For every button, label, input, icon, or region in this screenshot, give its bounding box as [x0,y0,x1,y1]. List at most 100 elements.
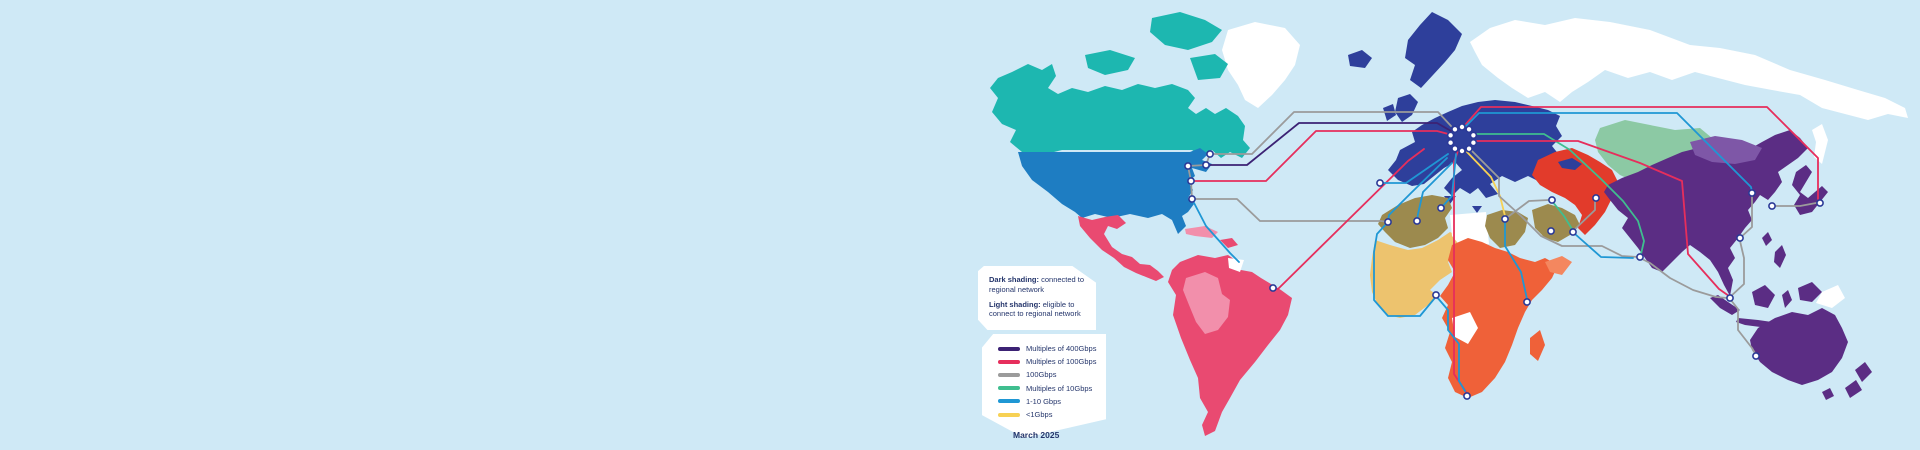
region-sulawesi [1782,290,1792,308]
network-link [1190,130,1453,182]
region-greenland [1222,22,1300,108]
legend-swatch [998,346,1020,351]
region-mexico-central-america [1078,215,1164,281]
legend-swatch [998,399,1020,404]
region-south-america-interior [1183,272,1230,334]
network-link [1729,240,1745,298]
region-horn-of-africa [1545,256,1572,275]
network-link [1473,133,1645,255]
light-shading-note: Light shading: eligible to connect to re… [989,300,1088,320]
legend-item: <1Gbps [998,408,1100,421]
legend-label: 100Gbps [1026,370,1057,380]
region-egypt [1485,210,1528,248]
region-sakhalin [1812,124,1828,164]
legend-swatch [998,386,1020,391]
region-arctic-island-3 [1190,54,1228,80]
region-japan [1792,165,1828,215]
dark-shading-text: connected to regional network [989,275,1085,294]
network-node [1748,189,1756,197]
region-arctic-island-1 [1150,12,1222,50]
network-nodes [1184,123,1824,400]
region-africa-east-south [1440,238,1558,398]
region-usa [1018,148,1212,234]
light-shading-term: Light shading: [989,299,1041,309]
legend-swatch-line [998,412,1020,417]
dark-shading-term: Dark shading: [989,275,1040,284]
network-link [1729,298,1757,356]
network-link [1416,162,1453,221]
region-guyana [1228,258,1244,272]
network-node [1768,202,1776,210]
network-link [1504,199,1550,220]
network-node [1752,352,1760,360]
legend: Multiples of 400Gbps Multiples of 100Gbp… [982,334,1106,438]
region-australia [1750,308,1848,385]
region-new-guinea-west [1798,282,1822,302]
network-node [1636,253,1644,261]
legend-label: Multiples of 100Gbps [1026,357,1097,367]
region-congo-gap [1452,312,1478,344]
region-new-guinea-east [1816,285,1845,308]
network-link [1435,295,1466,392]
network-link [1191,198,1389,223]
network-node [1376,179,1384,187]
network-link [1209,111,1452,155]
network-node [1458,123,1466,131]
region-russia [1470,18,1908,120]
network-link [1469,148,1728,299]
legend-item: Multiples of 10Gbps [998,382,1100,395]
region-canada-alaska [990,64,1250,161]
region-madagascar [1530,330,1545,361]
region-central-asia [1595,120,1712,188]
legend-item: Multiples of 400Gbps [998,342,1100,355]
network-node [1463,392,1471,400]
network-node [1816,199,1824,207]
network-node [1451,125,1459,134]
region-cuba [1185,226,1218,238]
legend-swatch-line [998,346,1020,351]
network-node [1446,138,1455,147]
legend-swatch [998,412,1020,417]
network-node [1446,131,1455,140]
legend-item: 1-10 Gbps [998,395,1100,408]
region-caucasus [1558,158,1582,170]
legend-swatch [998,359,1020,364]
network-node [1202,161,1210,169]
network-node [1437,204,1445,212]
network-node [1451,144,1459,153]
region-scandinavia [1405,12,1462,88]
continents [990,12,1908,436]
network-node [1547,227,1555,235]
legend-swatch-line [998,399,1020,404]
network-node [1188,195,1196,203]
shading-note: Dark shading: connected to regional netw… [978,266,1096,330]
network-link [1465,106,1819,200]
network-link [1574,233,1634,259]
legend-item: Multiples of 100Gbps [998,355,1100,368]
network-link [1440,153,1457,209]
network-node [1726,294,1734,302]
network-node [1548,196,1556,204]
network-link [1191,198,1240,263]
region-asia [1604,130,1808,296]
light-shading-text: eligible to connect to regional network [989,299,1081,319]
region-new-zealand-south [1845,380,1862,398]
network-link [1373,221,1435,317]
network-link [1205,122,1452,166]
region-arctic-island-2 [1085,50,1135,75]
map-date: March 2025 [1013,430,1060,440]
region-philippines [1774,245,1786,268]
network-node [1501,215,1509,223]
network-node [1592,194,1600,202]
region-arabia [1532,204,1580,242]
region-uk [1395,94,1418,122]
network-node [1523,298,1531,306]
legend-swatch [998,372,1020,377]
network-link [1381,153,1449,184]
legend-label: 1-10 Gbps [1026,396,1062,406]
network-link [1466,151,1506,217]
network-node [1432,291,1440,299]
region-taiwan [1762,232,1772,246]
network-node [1413,217,1421,225]
